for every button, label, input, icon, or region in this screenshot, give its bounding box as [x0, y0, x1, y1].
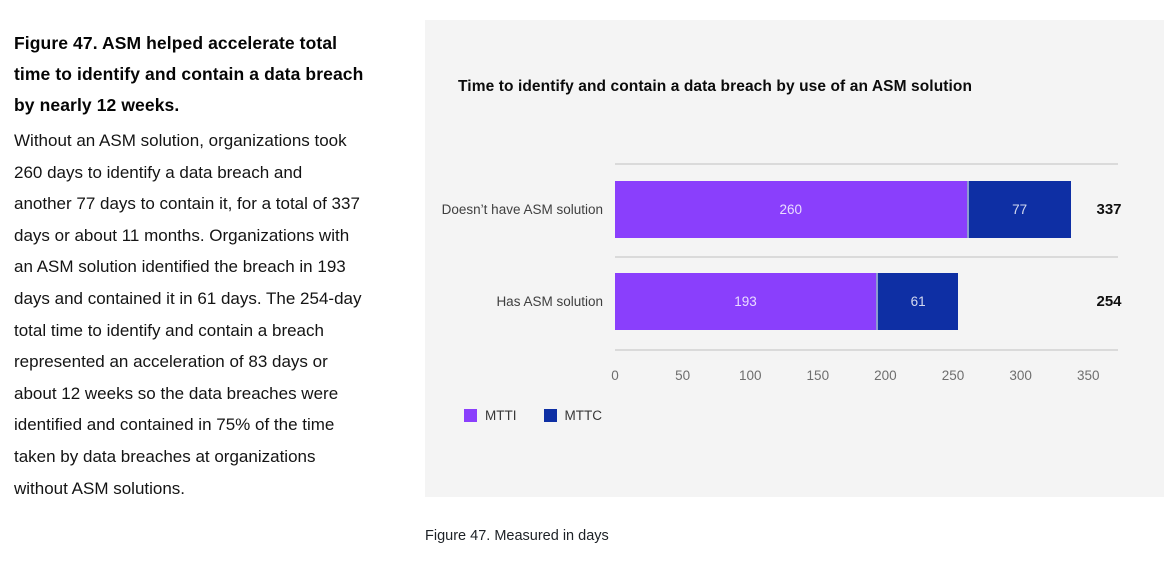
legend-item-mtti: MTTI: [464, 408, 517, 423]
bar-segment-mttc: 77: [966, 181, 1071, 238]
bar-segment-mtti: 260: [615, 181, 967, 238]
bar-total-label: 254: [1096, 293, 1122, 310]
x-axis-tick-label: 300: [1009, 368, 1032, 383]
x-axis-tick-label: 50: [675, 368, 691, 383]
row-gridline: [615, 256, 1118, 258]
legend-item-mttc: MTTC: [543, 408, 603, 423]
bar-value-label: 61: [910, 294, 926, 309]
legend-label: MTTI: [485, 408, 517, 423]
bar-total-label: 337: [1096, 201, 1122, 218]
x-axis-tick-label: 0: [611, 368, 619, 383]
category-label: Has ASM solution: [496, 294, 603, 309]
figure-body-text: Without an ASM solution, organizations t…: [14, 131, 362, 498]
bar-value-label: 77: [1012, 202, 1028, 217]
x-axis-tick-label: 100: [738, 368, 762, 383]
bar-segment-mtti: 193: [615, 273, 876, 330]
bar-segment-mttc: 61: [875, 273, 959, 330]
legend-swatch-icon: [543, 409, 557, 422]
category-label: Doesn’t have ASM solution: [441, 202, 603, 217]
bar-value-label: 193: [734, 294, 757, 309]
chart-legend: MTTI MTTC: [464, 408, 602, 423]
bar-value-label: 260: [779, 202, 803, 217]
legend-swatch-icon: [464, 409, 477, 422]
figure-caption: Figure 47. Measured in days: [425, 528, 609, 544]
x-axis-tick-label: 250: [941, 368, 965, 383]
x-axis-tick-label: 200: [874, 368, 897, 383]
legend-label: MTTC: [564, 408, 603, 423]
chart-title: Time to identify and contain a data brea…: [458, 78, 973, 95]
chart-panel: Time to identify and contain a data brea…: [425, 20, 1164, 497]
plot-area: Doesn’t have ASM solution 260 77 337 Has ASM…: [425, 20, 1164, 497]
row-gridline: [615, 163, 1118, 165]
x-axis-tick-label: 150: [806, 368, 830, 383]
x-axis-tick-label: 350: [1076, 368, 1100, 383]
figure-text-block: Figure 47. ASM helped accelerate total t…: [14, 28, 364, 504]
figure-heading: Figure 47. ASM helped accelerate total t…: [14, 33, 364, 115]
row-gridline: [615, 349, 1118, 351]
